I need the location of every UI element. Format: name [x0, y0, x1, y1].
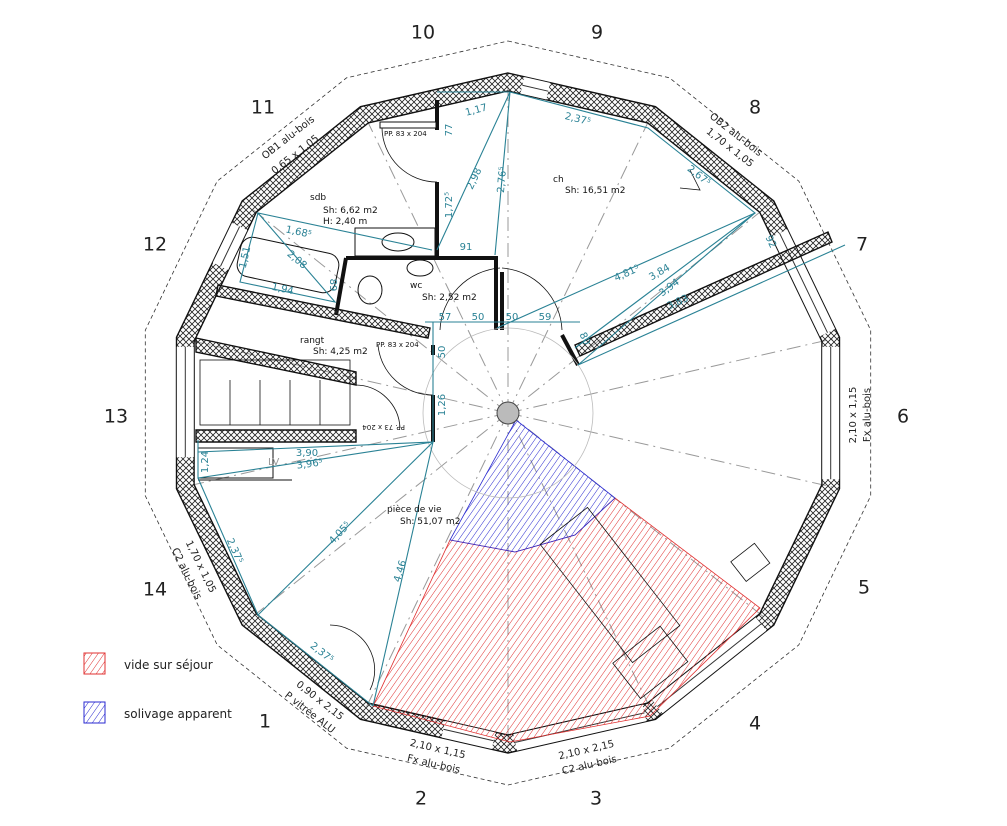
dimension-label: 92: [763, 234, 778, 250]
dimension-lines: [197, 91, 846, 707]
dimension-label: 1,17: [464, 102, 488, 118]
solivage-apparent-zone: [449, 419, 616, 553]
spiral-stair: [422, 327, 594, 499]
dimension-label: 50: [472, 312, 485, 323]
side-number: 5: [858, 577, 870, 599]
room-area-rangt: Sh: 4,25 m2: [313, 347, 368, 357]
dimension-label: 50: [437, 346, 448, 359]
legend-label: solivage apparent: [124, 707, 232, 721]
dimension-label: 1,94: [270, 282, 294, 297]
room-name-piece-de-vie: pièce de vie: [387, 504, 442, 515]
room-name-rangt: rangt: [300, 336, 325, 346]
legend-item-vide-sur-sejour: vide sur séjour: [83, 652, 213, 675]
axis-line: [507, 412, 840, 490]
dimension-label: 91: [460, 242, 473, 253]
dimension-label: 3,96⁵: [296, 457, 323, 471]
window-glazing: [522, 84, 549, 92]
interior-walls: [195, 100, 833, 481]
room-name-wc: wc: [410, 281, 422, 291]
axis-line: [507, 336, 840, 414]
window-glazing: [657, 623, 762, 708]
dimension-label: 1,68⁵: [285, 224, 313, 240]
side-number: 9: [591, 22, 603, 44]
dimension-label: 1,26: [437, 394, 448, 416]
door-swings: [329, 127, 701, 691]
side-number: 13: [104, 406, 128, 428]
dimension-label: 59: [539, 312, 552, 323]
legend-item-solivage-apparent: solivage apparent: [83, 701, 232, 724]
dimension-label: 2,76⁵: [496, 166, 509, 193]
legend-swatch-blue-hatch: [83, 701, 106, 724]
side-number: 10: [411, 22, 435, 44]
door-label-sdb: PP. 83 x 204: [384, 130, 427, 138]
dimension-label: 1,72⁵: [444, 192, 455, 218]
dimension-label: 4,05⁵: [327, 520, 353, 547]
dimension-label: 1,51: [238, 245, 253, 269]
axis-line: [241, 412, 509, 626]
dimension-label: 4,81⁵: [613, 263, 641, 284]
room-area-sdb: Sh: 6,62 m2: [323, 206, 378, 216]
axis-line: [176, 412, 509, 490]
dimension-label: 3,84: [647, 263, 672, 284]
window-glazing: [220, 226, 241, 267]
side-number: 3: [590, 788, 602, 810]
axis-line: [507, 106, 656, 414]
dimension-label: 3,90: [296, 448, 318, 459]
dimension-label: 1,24: [200, 451, 211, 473]
side-number: 8: [749, 97, 761, 119]
side-number: 7: [856, 234, 868, 256]
room-area-piece-de-vie: Sh: 51,07 m2: [400, 517, 460, 527]
dimension-label: 2,98: [465, 167, 484, 192]
dimension-label: 2,37⁵: [564, 111, 592, 128]
axis-line: [241, 200, 509, 414]
side-number: 11: [251, 97, 275, 119]
dimension-label: 77: [444, 124, 455, 137]
lv-label: LV: [268, 457, 279, 468]
room-area-wc: Sh: 2,52 m2: [422, 293, 477, 303]
side-number: 12: [143, 234, 167, 256]
axis-line: [507, 200, 775, 414]
dimension-label: 80: [577, 331, 592, 347]
dimension-label: 57: [439, 312, 452, 323]
room-labels: sdb Sh: 6,62 m2 H: 2,40 m ch Sh: 16,51 m…: [268, 130, 625, 527]
window-glazing: [443, 728, 494, 742]
side-number: 1: [259, 711, 271, 733]
dimension-label: 50: [506, 312, 519, 323]
side-number: 2: [415, 788, 427, 810]
straight-stair: [199, 359, 771, 700]
legend-swatch-red-hatch: [83, 652, 106, 675]
side-number: 4: [749, 713, 761, 735]
legend-label: vide sur séjour: [124, 658, 213, 672]
side-number: 14: [143, 579, 167, 601]
window-type-side6: Fx alu-bois: [862, 388, 873, 442]
axis-line: [360, 412, 509, 720]
room-name-ch: ch: [553, 175, 564, 185]
dimension-label: 89: [327, 279, 338, 292]
side-numbers: 1 2 3 4 5 6 7 8 9 10 11 12 13 14: [104, 22, 909, 810]
legend: vide sur séjour solivage apparent: [83, 652, 232, 724]
side-number: 6: [897, 406, 909, 428]
room-height-sdb: H: 2,40 m: [323, 217, 367, 227]
room-area-ch: Sh: 16,51 m2: [565, 186, 625, 196]
dimension-label: 4,46: [392, 559, 409, 583]
door-label-stair: PP. 73 x 204: [362, 423, 405, 431]
room-name-sdb: sdb: [310, 193, 326, 203]
door-label-rangt: PP. 83 x 204: [376, 341, 419, 349]
window-size-side6: 2,10 x 1,15: [848, 387, 859, 444]
outer-dashed-outline: [144, 40, 872, 786]
